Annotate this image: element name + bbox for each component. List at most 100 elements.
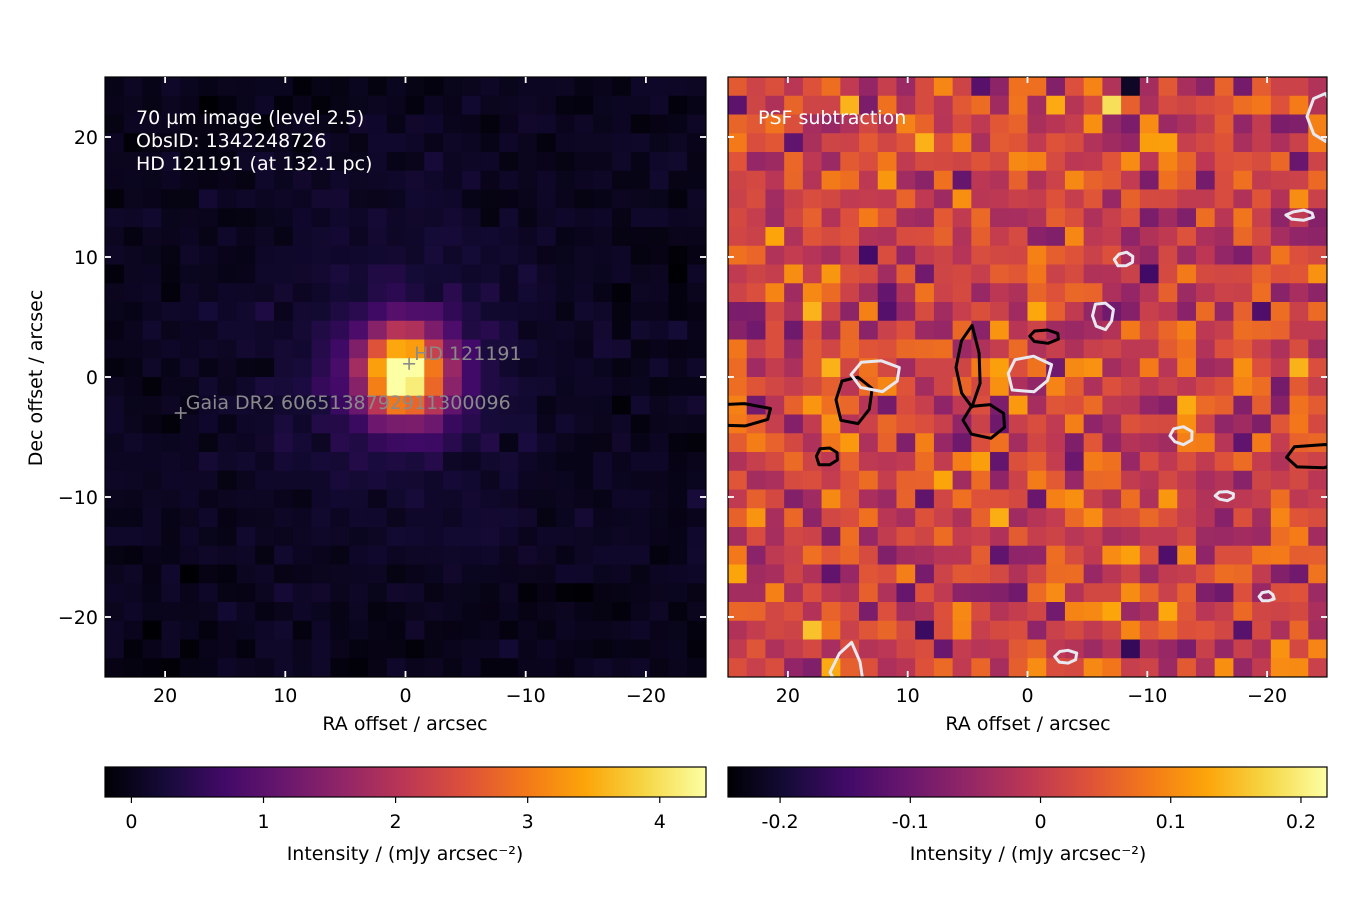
residual-pixel [915, 114, 935, 134]
residual-pixel [859, 302, 879, 322]
residual-pixel [840, 170, 860, 191]
image-pixel [255, 358, 275, 378]
image-pixel [236, 339, 256, 359]
image-pixel [292, 114, 313, 134]
image-pixel [555, 620, 576, 641]
image-pixel [255, 320, 275, 341]
image-pixel [180, 189, 200, 209]
residual-pixel [1252, 414, 1272, 434]
image-pixel [386, 527, 407, 547]
x-tick-label: −20 [1247, 685, 1287, 707]
image-pixel [461, 245, 482, 266]
residual-pixel [728, 264, 748, 284]
residual-pixel [1046, 639, 1066, 659]
negative-contour [1168, 425, 1194, 447]
image-pixel [292, 302, 313, 322]
residual-pixel [1214, 208, 1235, 228]
colorbar-tick-label: 0 [1034, 811, 1046, 833]
residual-pixel [1139, 320, 1160, 341]
residual-pixel [1083, 602, 1103, 622]
residual-pixel [1102, 189, 1122, 209]
residual-pixel [746, 245, 767, 266]
residual-pixel [915, 189, 935, 209]
residual-pixel [746, 489, 767, 509]
image-pixel [555, 395, 576, 416]
image-pixel [668, 189, 688, 209]
residual-pixel [1270, 302, 1291, 322]
residual-pixel [784, 470, 804, 491]
residual-pixel [952, 433, 972, 453]
residual-pixel [784, 189, 804, 209]
residual-pixel [1252, 602, 1272, 622]
image-pixel [236, 639, 256, 659]
image-pixel [499, 583, 519, 603]
image-pixel [424, 545, 444, 566]
residual-pixel [1158, 395, 1178, 416]
residual-pixel [859, 414, 879, 434]
image-pixel [217, 602, 238, 622]
image-pixel [349, 658, 369, 677]
residual-pixel [1121, 302, 1141, 322]
image-pixel [612, 527, 632, 547]
image-pixel [367, 264, 388, 284]
residual-pixel [990, 508, 1010, 528]
residual-pixel [1289, 339, 1309, 359]
image-pixel [649, 452, 670, 472]
residual-pixel [896, 527, 916, 547]
residual-pixel [746, 189, 767, 209]
image-pixel [274, 433, 294, 453]
image-pixel [367, 527, 388, 547]
image-pixel [461, 658, 482, 677]
image-pixel [574, 339, 594, 359]
residual-pixel [933, 264, 954, 284]
residual-pixel [1064, 283, 1085, 303]
residual-pixel [990, 358, 1010, 378]
residual-pixel [1102, 508, 1122, 528]
image-pixel [274, 414, 294, 434]
residual-pixel [821, 470, 841, 491]
image-pixel [198, 639, 219, 659]
residual-pixel [1027, 339, 1047, 359]
image-pixel [630, 264, 651, 284]
image-pixel [236, 245, 256, 266]
image-pixel [536, 245, 557, 266]
image-pixel [311, 508, 331, 528]
image-pixel [274, 527, 294, 547]
image-pixel [367, 283, 388, 303]
image-pixel [630, 245, 651, 266]
residual-pixel [784, 227, 804, 247]
residual-pixel [933, 358, 954, 378]
image-pixel [198, 545, 219, 566]
image-pixel [180, 527, 200, 547]
residual-pixel [1046, 227, 1066, 247]
image-pixel [536, 227, 557, 247]
residual-pixel [990, 152, 1010, 172]
residual-pixel [728, 583, 748, 603]
image-pixel [668, 602, 688, 622]
residual-pixel [990, 602, 1010, 622]
image-pixel [142, 77, 162, 97]
residual-pixel [784, 302, 804, 322]
image-pixel [180, 508, 200, 528]
image-pixel [649, 320, 670, 341]
image-pixel [649, 227, 670, 247]
image-pixel [161, 95, 181, 116]
image-pixel [461, 564, 482, 584]
residual-pixel [1233, 377, 1253, 397]
residual-pixel [1177, 283, 1197, 303]
image-pixel [161, 658, 181, 677]
image-pixel [292, 339, 313, 359]
image-pixel [593, 208, 613, 228]
residual-pixel [821, 639, 841, 659]
residual-pixel [1195, 527, 1216, 547]
image-pixel [461, 527, 482, 547]
right-colorbar: -0.2 -0.1 0 0.1 0.2 Intensity / (mJy arcsec⁻… [727, 766, 1328, 865]
image-pixel [687, 95, 706, 116]
image-pixel [142, 133, 162, 153]
image-pixel [311, 77, 331, 97]
residual-pixel [1064, 433, 1085, 453]
image-pixel [198, 564, 219, 584]
residual-pixel [821, 208, 841, 228]
image-pixel [461, 152, 482, 172]
residual-pixel [1214, 452, 1235, 472]
